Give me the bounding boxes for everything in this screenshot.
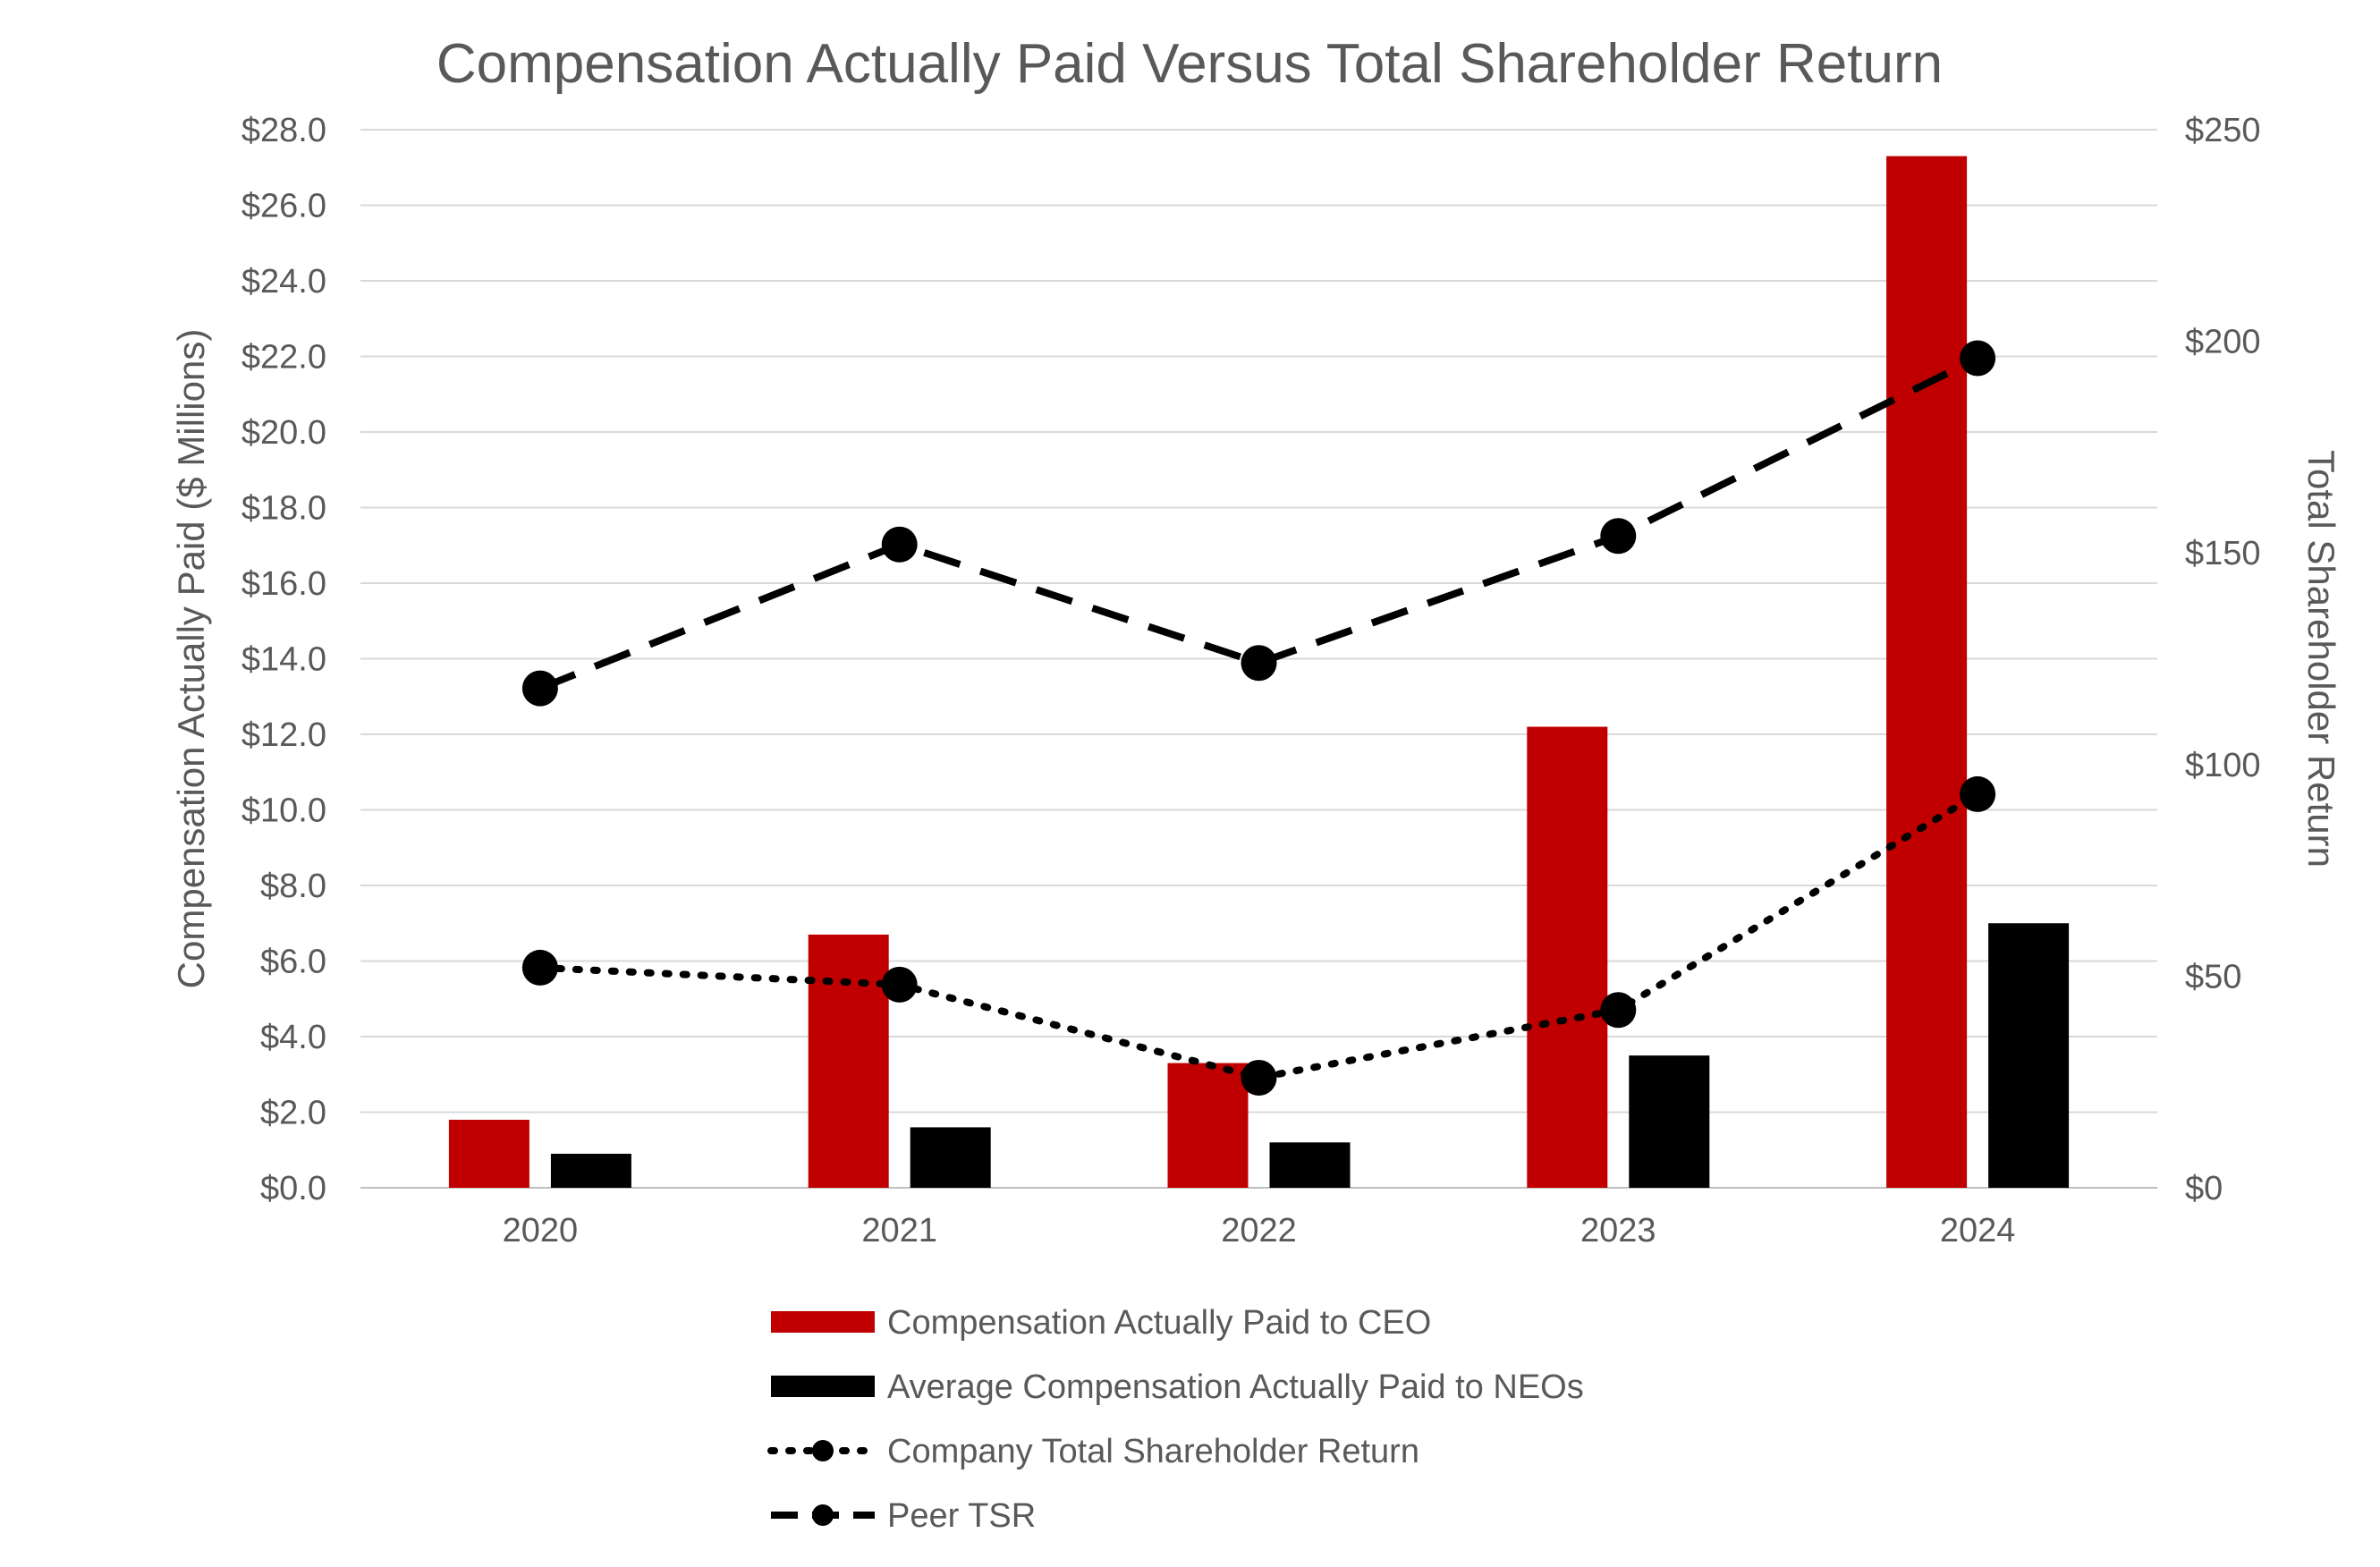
legend: Compensation Actually Paid to CEO Average… xyxy=(767,1304,1584,1535)
x-tick-label: 2020 xyxy=(503,1212,579,1249)
x-tick-label: 2021 xyxy=(861,1212,937,1249)
chart-title: Compensation Actually Paid Versus Total … xyxy=(436,33,1943,95)
bar-neo-2023 xyxy=(1629,1055,1710,1188)
marker-peer-tsr-2024 xyxy=(1960,340,1996,377)
marker-company-tsr-2020 xyxy=(521,949,558,986)
line-peer-tsr xyxy=(538,354,1979,692)
bar-neo-2021 xyxy=(910,1127,991,1188)
legend-label: Compensation Actually Paid to CEO xyxy=(887,1304,1431,1342)
y-left-tick-label: $12.0 xyxy=(241,716,326,754)
y-left-tick-label: $20.0 xyxy=(241,414,326,452)
legend-label: Average Compensation Actually Paid to NE… xyxy=(887,1368,1584,1406)
marker-company-tsr-2022 xyxy=(1241,1059,1277,1096)
marker-company-tsr-2024 xyxy=(1960,775,1996,812)
y-left-tick-label: $8.0 xyxy=(260,868,326,905)
y-right-tick-label: $200 xyxy=(2185,324,2261,361)
y-left-tick-label: $14.0 xyxy=(241,641,326,679)
line-company-tsr xyxy=(536,790,1982,1082)
y-right-tick-label: $250 xyxy=(2185,112,2261,149)
bars xyxy=(448,156,2070,1189)
x-tick-label: 2024 xyxy=(1940,1212,2016,1249)
x-tick-label: 2023 xyxy=(1580,1212,1656,1249)
marker-peer-tsr-2022 xyxy=(1241,645,1277,682)
y-axis-left-title: Compensation Actually Paid ($ Millions) xyxy=(170,329,212,989)
bar-ceo-2020 xyxy=(448,1119,529,1188)
y-left-tick-label: $4.0 xyxy=(260,1019,326,1056)
y-left-tick-label: $0.0 xyxy=(260,1170,326,1207)
legend-label: Company Total Shareholder Return xyxy=(887,1433,1419,1470)
y-left-tick-label: $28.0 xyxy=(241,112,326,149)
legend-label: Peer TSR xyxy=(887,1497,1036,1535)
legend-marker xyxy=(812,1440,834,1461)
bar-neo-2022 xyxy=(1269,1142,1351,1188)
y-left-tick-label: $26.0 xyxy=(241,188,326,225)
bar-ceo-2022 xyxy=(1167,1063,1249,1188)
legend-marker xyxy=(812,1504,834,1526)
marker-company-tsr-2021 xyxy=(881,966,918,1003)
y-left-tick-label: $6.0 xyxy=(260,944,326,981)
y-left-tick-label: $10.0 xyxy=(241,792,326,830)
y-right-tick-label: $50 xyxy=(2185,958,2241,995)
bar-ceo-2024 xyxy=(1886,156,1968,1189)
grid-lines xyxy=(360,129,2157,1189)
marker-peer-tsr-2020 xyxy=(521,670,558,707)
marker-peer-tsr-2023 xyxy=(1600,518,1637,555)
y-axis-right-title: Total Shareholder Return xyxy=(2300,450,2342,868)
y-left-tick-label: $16.0 xyxy=(241,565,326,603)
line-series xyxy=(521,340,1996,1096)
axes: $0.0 $2.0 $4.0 $6.0 $8.0 $10.0 $12.0 $14.0 $16.0… xyxy=(241,112,2261,1249)
bar-ceo-2021 xyxy=(808,934,889,1188)
bar-neo-2020 xyxy=(550,1153,631,1188)
y-left-tick-label: $18.0 xyxy=(241,490,326,528)
y-right-tick-label: $0 xyxy=(2185,1170,2223,1207)
y-left-tick-label: $24.0 xyxy=(241,263,326,301)
y-right-tick-label: $100 xyxy=(2185,747,2261,784)
marker-peer-tsr-2021 xyxy=(881,526,918,563)
bar-neo-2024 xyxy=(1988,923,2070,1188)
legend-swatch xyxy=(771,1376,875,1397)
legend-swatch xyxy=(771,1311,875,1333)
x-tick-label: 2022 xyxy=(1221,1212,1297,1249)
marker-company-tsr-2023 xyxy=(1600,992,1637,1029)
bar-ceo-2023 xyxy=(1527,726,1608,1188)
y-right-tick-label: $150 xyxy=(2185,535,2261,572)
y-left-tick-label: $22.0 xyxy=(241,339,326,377)
y-left-tick-label: $2.0 xyxy=(260,1095,326,1132)
